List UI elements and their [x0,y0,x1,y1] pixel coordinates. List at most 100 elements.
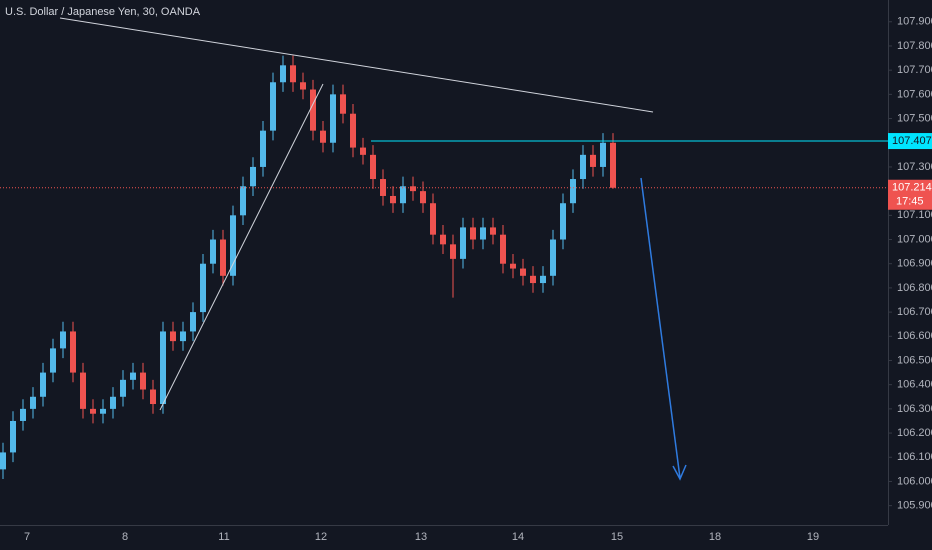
x-tick-label: 18 [709,531,721,543]
y-tick-label: 105.900 [897,500,932,512]
plot [0,55,616,480]
candle-body [380,179,386,196]
candle-body [490,227,496,235]
candle-body [580,154,586,180]
candle-body [520,268,526,276]
candle-body [210,239,216,264]
candle-body [10,420,16,453]
candle-body [270,82,276,131]
y-tick-label: 106.200 [897,427,932,439]
candle-body [470,227,476,240]
candle-body [140,372,146,390]
candle-body [510,263,516,269]
candle-body [260,130,266,167]
y-tick-label: 106.000 [897,475,932,487]
candle-body [480,227,486,240]
x-tick-label: 8 [122,531,128,543]
candle-body [200,263,206,313]
candle-body [550,239,556,276]
candle-body [90,408,96,414]
candle-body [130,372,136,380]
candle-body [150,389,156,405]
y-tick-label: 107.000 [897,233,932,245]
candle-body [410,186,416,192]
y-tick-label: 106.600 [897,330,932,342]
candle-body [70,331,76,373]
candle-body [190,312,196,332]
y-tick-label: 107.100 [897,209,932,221]
candle-body [360,147,366,155]
candle-body [280,65,286,83]
y-tick-label: 106.800 [897,282,932,294]
candle-body [250,166,256,187]
y-tick-label: 106.400 [897,379,932,391]
candle-body [610,142,616,188]
chart-title: U.S. Dollar / Japanese Yen, 30, OANDA [5,6,201,18]
candle-body [430,203,436,235]
candle-body [530,275,536,284]
candle-body [560,203,566,240]
candle-body [310,89,316,131]
candle-body [50,348,56,373]
x-tick-label: 13 [415,531,427,543]
candle-body [180,331,186,342]
x-tick-label: 19 [807,531,819,543]
candle-body [160,331,166,405]
candle-body [0,452,6,470]
candle-body [420,191,426,204]
candle-body [300,82,306,90]
candle-body [450,244,456,259]
x-tick-label: 15 [611,531,623,543]
candle-body [340,94,346,114]
candle-body [540,275,546,284]
candle-body [440,234,446,245]
candle-body [220,239,226,276]
trend-line [59,17,654,113]
y-tick-label: 106.900 [897,258,932,270]
candle-body [390,195,396,204]
candle-body [350,113,356,148]
y-tick-label: 107.800 [897,40,932,52]
candle-body [600,142,606,167]
level-label-box [888,133,932,150]
candle-body [80,372,86,409]
y-tick-label: 107.600 [897,88,932,100]
candle-body [330,94,336,143]
arrow-head [672,464,687,481]
candle-body [100,408,106,414]
candle-body [400,186,406,204]
x-tick-label: 14 [512,531,524,543]
y-tick-label: 106.100 [897,451,932,463]
candle-body [290,65,296,83]
level-label: 107.407 [892,135,932,147]
candle-body [320,130,326,143]
y-tick-label: 106.300 [897,403,932,415]
x-tick-label: 12 [315,531,327,543]
candle-body [230,215,236,276]
candle-body [60,331,66,349]
candle-body [500,234,506,264]
last-price-label: 107.214 [892,182,932,194]
candle-body [40,372,46,397]
y-tick-label: 106.500 [897,354,932,366]
candle-body [20,408,26,421]
candle-body [240,186,246,216]
countdown-label: 17:45 [896,196,924,208]
arrow [640,177,681,479]
candle-body [570,179,576,204]
candle-body [170,331,176,342]
candle-body [460,227,466,259]
candle-body [120,379,126,397]
candle-body [30,396,36,409]
trend-line [159,83,324,411]
candle-body [110,396,116,409]
y-tick-label: 106.700 [897,306,932,318]
candle-body [370,154,376,180]
x-tick-label: 11 [218,531,229,543]
y-tick-label: 107.500 [897,112,932,124]
y-tick-label: 107.700 [897,64,932,76]
last-price-box [888,179,932,210]
y-tick-label: 107.300 [897,161,932,173]
